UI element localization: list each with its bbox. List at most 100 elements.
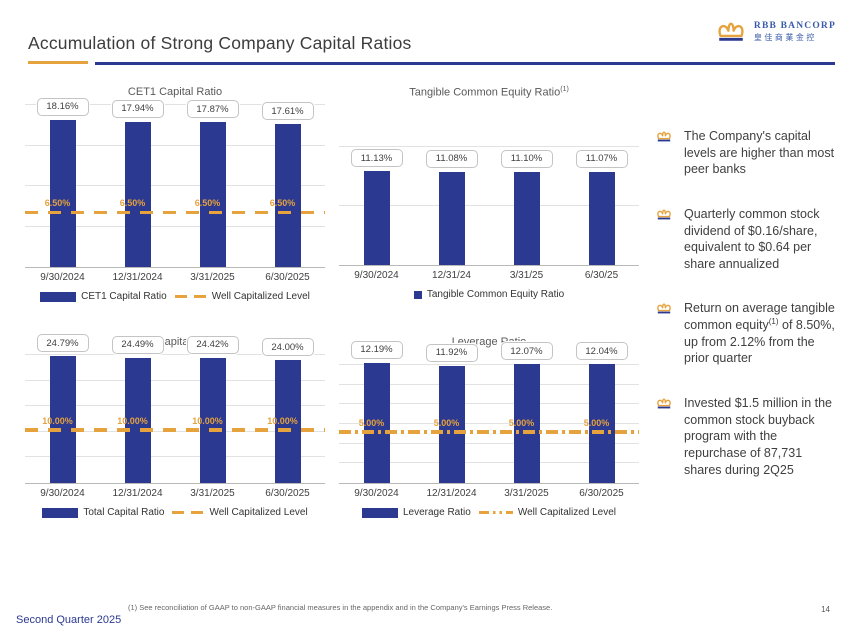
bar [274,360,301,483]
gridline [25,225,325,227]
well-capitalized-line [25,428,325,432]
legend-item: Total Capital Ratio [42,507,164,518]
bar [199,122,226,267]
x-axis-label: 6/30/2025 [579,488,624,499]
chart-legend: CET1 Capital Ratio Well Capitalized Level [25,291,325,302]
footer-quarter-label: Second Quarter 2025 [16,614,122,626]
gridline [339,363,639,365]
chart-cet1-capital-ratio: CET1 Capital Ratio 18.16% 17.94% 17.87% 17.6… [25,86,325,320]
gridline [25,379,325,381]
chart-plot-area: 24.79% 24.49% 24.42% 24.00% 10.00% 10.00% 10.0… [25,334,325,484]
gridline [339,383,639,385]
x-axis-label: 3/31/2025 [190,488,235,499]
legend-item: Tangible Common Equity Ratio [413,289,565,300]
well-capitalized-label: 5.00% [433,417,460,428]
page-title: Accumulation of Strong Company Capital R… [28,33,412,53]
bar [363,171,390,265]
bar [513,171,540,265]
well-capitalized-label: 5.00% [583,417,610,428]
gridline [339,442,639,444]
x-axis-label: 3/31/2025 [190,272,235,283]
bar [274,124,301,267]
legend-item: Well Capitalized Level [478,507,617,518]
x-axis-labels: 9/30/2024 12/31/2024 3/31/2025 6/30/2025 [339,488,639,499]
bar [124,357,151,483]
gridline [25,104,325,105]
legend-label: Well Capitalized Level [211,291,310,302]
x-axis-labels: 9/30/2024 12/31/2024 3/31/2025 6/30/2025 [25,272,325,283]
legend-label: CET1 Capital Ratio [81,291,167,302]
x-axis-label: 12/31/2024 [112,272,163,283]
x-axis-label: 9/30/2024 [40,488,85,499]
bar-value-label: 17.94% [111,99,164,118]
bar-value-label: 11.07% [575,149,628,168]
legend-label: Leverage Ratio [402,507,471,518]
x-axis-label: 9/30/2024 [354,270,399,281]
bar [199,357,226,483]
bar-value-label: 18.16% [36,97,89,116]
chart-title: Tangible Common Equity Ratio(1) [409,86,569,99]
gridline [339,146,639,148]
legend-label: Tangible Common Equity Ratio [426,289,565,300]
legend-label: Well Capitalized Level [517,507,617,518]
slide-header: Accumulation of Strong Company Capital R… [0,0,850,84]
x-axis-label: 12/31/2024 [112,488,163,499]
logo-chinese-name: 皇佳商業金控 [753,33,817,43]
gridline [25,405,325,407]
chart-plot-area: 12.19% 11.92% 12.07% 12.04% 5.00% 5.00% 5.00% 5… [339,340,639,484]
chart-legend: Total Capital Ratio Well Capitalized Leve… [25,507,325,518]
x-axis-labels: 9/30/2024 12/31/24 3/31/25 6/30/25 [339,270,639,281]
bar-value-label: 12.07% [500,342,553,361]
bar-value-label: 11.08% [425,149,478,168]
x-axis-label: 6/30/2025 [265,272,310,283]
gridline [25,185,325,186]
highlight-text: Quarterly common stock dividend of $0.16… [684,206,820,271]
legend-dash-swatch [172,510,205,515]
well-capitalized-label: 10.00% [267,415,298,426]
bar [438,171,465,265]
gridline [339,205,639,207]
well-capitalized-label: 10.00% [192,415,223,426]
legend-item: Well Capitalized Level [174,291,310,302]
footnote: (1) See reconciliation of GAAP to non-GA… [128,603,553,612]
chart-legend: Tangible Common Equity Ratio [339,289,639,300]
crown-bullet-icon [657,131,671,142]
highlight-text: Return on average tangible common equity… [684,301,835,366]
gridline [25,456,325,458]
x-axis-label: 3/31/25 [509,270,544,281]
legend-label: Total Capital Ratio [83,507,165,518]
legend-bar-swatch [413,290,422,299]
legend-item: Leverage Ratio [361,507,471,518]
well-capitalized-label: 6.50% [194,198,221,209]
legend-item: Well Capitalized Level [172,507,308,518]
highlight-text: The Company's capital levels are higher … [684,129,835,177]
well-capitalized-label: 5.00% [358,417,385,428]
crown-logo-icon [718,22,744,41]
title-underline-blue [95,62,835,65]
chart-title: CET1 Capital Ratio [127,86,223,98]
x-axis-labels: 9/30/2024 12/31/2024 3/31/2025 6/30/2025 [25,488,325,499]
bar [49,356,76,483]
bar [588,171,615,265]
crown-bullet-icon [657,303,671,314]
well-capitalized-label: 5.00% [508,417,535,428]
highlight-bullet: Return on average tangible common equity… [655,300,836,367]
highlight-bullet: Quarterly common stock dividend of $0.16… [655,206,836,273]
x-axis-label: 3/31/2025 [504,488,549,499]
x-axis-label: 6/30/2025 [265,488,310,499]
well-capitalized-label: 6.50% [119,198,146,209]
gridline [339,462,639,464]
x-axis-label: 12/31/24 [432,270,471,281]
chart-plot-area: 18.16% 17.94% 17.87% 17.61% 6.50% 6.50% 6.50% 6… [25,97,325,268]
bar-value-label: 24.79% [36,334,89,353]
well-capitalized-line [25,210,325,215]
well-capitalized-label: 6.50% [44,198,71,209]
content-area: CET1 Capital Ratio 18.16% 17.94% 17.87% 17.6… [25,86,836,588]
bar [513,364,540,483]
legend-label: Well Capitalized Level [209,507,308,518]
bar [438,365,465,483]
highlight-bullet: The Company's capital levels are higher … [655,128,836,178]
legend-dash-swatch [478,510,513,515]
chart-legend: Leverage Ratio Well Capitalized Level [339,507,639,518]
logo-company-name: RBB BANCORP [753,21,836,32]
